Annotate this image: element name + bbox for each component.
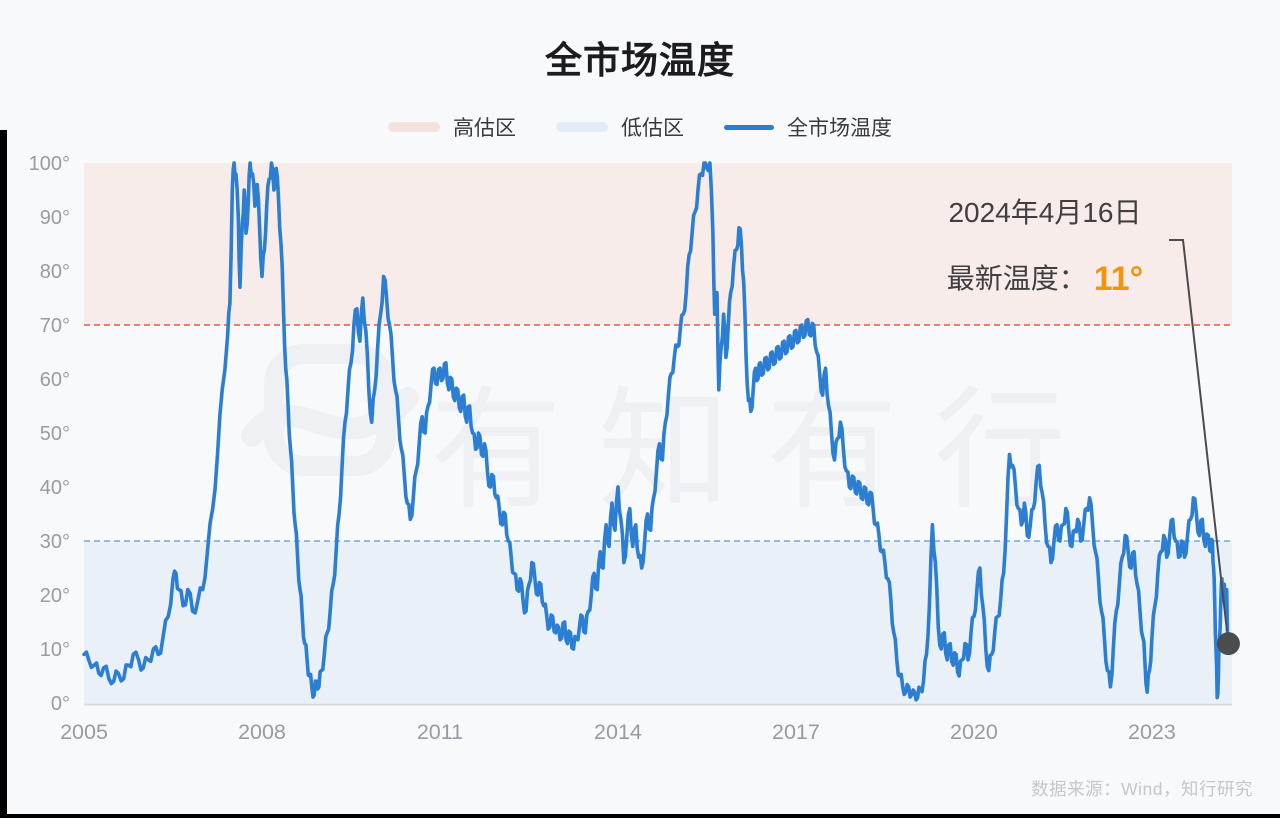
legend-item-overvalued-zone: 高估区 (388, 112, 516, 142)
screen-edge-bottom (0, 814, 1280, 818)
overvalued-zone-swatch-icon (388, 122, 440, 132)
annotation-label: 最新温度： (946, 263, 1087, 294)
watermark: 有知有行 (241, 344, 1102, 524)
y-tick-label: 30° (40, 531, 70, 553)
y-tick-label: 50° (40, 423, 70, 445)
y-tick-label: 70° (40, 315, 70, 337)
latest-point-dot (1216, 632, 1240, 656)
y-tick-label: 90° (40, 207, 70, 229)
legend-item-temperature-line: 全市场温度 (724, 112, 892, 142)
legend-label-overvalued: 高估区 (453, 117, 516, 140)
annotation-connector-line (1169, 239, 1228, 632)
x-tick-label: 2008 (238, 720, 286, 744)
x-tick-label: 2011 (417, 720, 463, 744)
legend-label-undervalued: 低估区 (621, 117, 684, 140)
watermark-text: 有知有行 (430, 377, 1102, 524)
annotation-temperature-value: 11° (1093, 260, 1144, 298)
legend-label-temperature: 全市场温度 (787, 117, 892, 140)
x-tick-label: 2017 (772, 720, 820, 744)
x-tick-label: 2005 (60, 720, 108, 744)
y-tick-label: 100° (29, 153, 70, 175)
x-tick-label: 2014 (594, 720, 642, 744)
data-source-note: 数据来源：Wind，知行研究 (1031, 779, 1253, 799)
x-tick-label: 2023 (1128, 720, 1176, 744)
screen-edge-left (0, 130, 7, 818)
page-title: 全市场温度 (545, 40, 735, 81)
y-tick-label: 40° (40, 477, 70, 499)
zone-低估区 (84, 541, 1232, 703)
temperature-series-line (82, 161, 1230, 702)
watermark-logo-swoosh-icon (241, 387, 419, 447)
annotation-date: 2024年4月16日 (948, 197, 1142, 228)
y-tick-label: 20° (40, 585, 70, 607)
y-tick-label: 80° (40, 261, 70, 283)
y-tick-label: 10° (40, 639, 70, 661)
y-tick-label: 60° (40, 369, 70, 391)
annotation-latest-temperature: 最新温度： 11° (935, 257, 1155, 299)
undervalued-zone-swatch-icon (556, 122, 608, 132)
legend: 高估区 低估区 全市场温度 (0, 112, 1280, 142)
y-tick-label: 0° (51, 693, 70, 715)
legend-item-undervalued-zone: 低估区 (556, 112, 684, 142)
x-tick-label: 2020 (950, 720, 998, 744)
temperature-line-swatch-icon (724, 124, 774, 130)
